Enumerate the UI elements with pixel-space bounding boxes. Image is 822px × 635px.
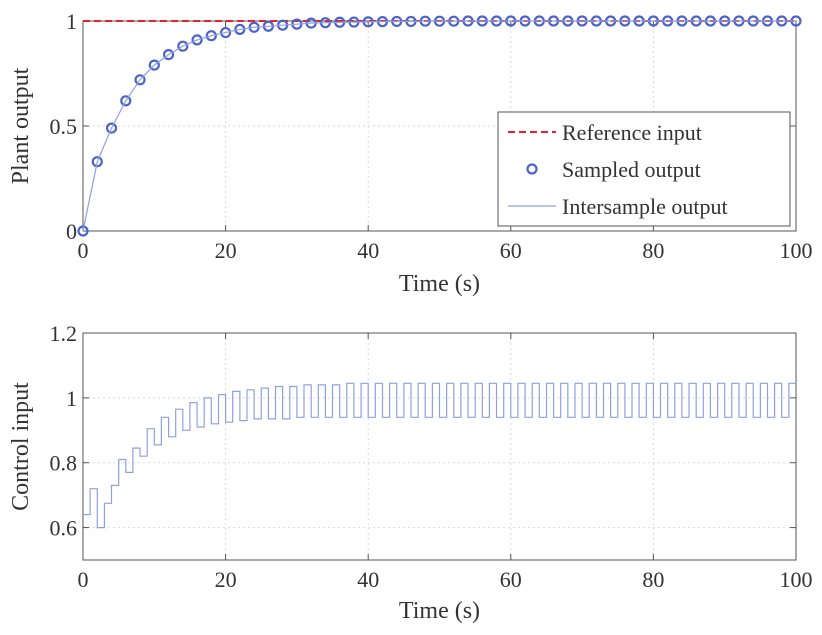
legend-label: Intersample output bbox=[562, 194, 728, 219]
x-tick-label: 80 bbox=[642, 238, 664, 263]
sampled-output-point bbox=[205, 30, 217, 42]
x-tick-label: 20 bbox=[215, 567, 237, 592]
x-tick-label: 100 bbox=[780, 567, 813, 592]
sampled-output-point bbox=[177, 40, 189, 52]
y-tick-label: 1 bbox=[66, 9, 77, 34]
legend-label: Reference input bbox=[562, 120, 702, 145]
sampled-output-point bbox=[77, 225, 89, 237]
sampled-output-point bbox=[162, 48, 175, 61]
sampled-output-point bbox=[134, 74, 146, 86]
x-tick-label: 100 bbox=[780, 238, 813, 263]
plot-frame bbox=[82, 332, 797, 561]
y-axis-label: Plant output bbox=[8, 67, 34, 184]
x-tick-label: 0 bbox=[78, 567, 89, 592]
legend: Reference input Sampled output Intersample… bbox=[497, 111, 791, 227]
control-input-chart: 0 20 40 60 80 100 0.6 0.8 1 1.2 Time (s) Control … bbox=[8, 321, 813, 624]
x-tick-label: 40 bbox=[357, 238, 379, 263]
x-axis-label: Time (s) bbox=[399, 598, 480, 624]
x-tick-label: 60 bbox=[500, 567, 522, 592]
sampled-output-point bbox=[91, 156, 103, 168]
y-tick-label: 0.5 bbox=[50, 114, 78, 139]
legend-swatch-sampled bbox=[526, 163, 538, 175]
legend-label: Sampled output bbox=[562, 157, 701, 182]
y-tick-label: 0.6 bbox=[50, 516, 78, 541]
intersample-output-line bbox=[82, 20, 796, 232]
sampled-output-point bbox=[105, 122, 118, 134]
x-tick-label: 40 bbox=[357, 567, 379, 592]
y-tick-label: 1.2 bbox=[50, 321, 78, 346]
y-tick-label: 0 bbox=[66, 219, 77, 244]
control-input-step-line bbox=[83, 382, 796, 529]
x-tick-label: 0 bbox=[78, 238, 89, 263]
sampled-output-point bbox=[120, 95, 132, 107]
sampled-output-point bbox=[234, 23, 246, 35]
sampled-output-point bbox=[191, 34, 203, 46]
y-tick-label: 0.8 bbox=[50, 451, 78, 476]
x-tick-label: 20 bbox=[215, 238, 237, 263]
y-tick-label: 1 bbox=[66, 386, 77, 411]
sampled-output-point bbox=[148, 59, 160, 71]
y-axis-label: Control input bbox=[8, 382, 34, 511]
x-tick-label: 60 bbox=[500, 238, 522, 263]
x-axis-label: Time (s) bbox=[399, 271, 480, 297]
sampled-output-point bbox=[220, 26, 232, 39]
x-tick-label: 80 bbox=[642, 567, 664, 592]
